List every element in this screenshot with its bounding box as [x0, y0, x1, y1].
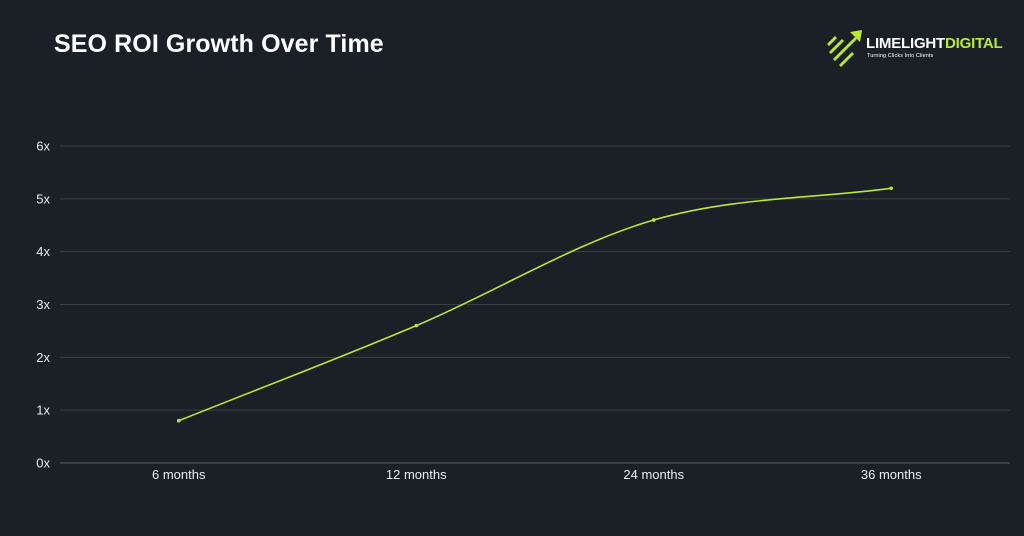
y-tick-label: 6x — [36, 139, 50, 154]
brand-name-part1: LIMELIGHT — [866, 35, 946, 52]
x-tick-label: 6 months — [152, 467, 206, 482]
y-tick-label: 4x — [36, 244, 50, 259]
rocket-arrow-icon — [827, 30, 862, 67]
x-tick-label: 36 months — [861, 467, 922, 482]
chart-title: SEO ROI Growth Over Time — [54, 30, 384, 58]
data-point — [889, 186, 894, 191]
brand-name-part2: DIGITAL — [945, 35, 1003, 52]
x-axis-ticks: 6 months 12 months 24 months 36 months — [152, 467, 922, 482]
y-axis-ticks: 0x 1x 2x 3x 4x 5x 6x — [36, 139, 50, 471]
y-tick-label: 0x — [36, 456, 50, 471]
x-tick-label: 24 months — [623, 467, 684, 482]
grid-lines — [60, 145, 1010, 464]
data-point — [414, 323, 419, 328]
series-group — [176, 186, 894, 423]
brand-name: LIMELIGHTDIGITAL — [866, 35, 1003, 52]
y-tick-label: 5x — [36, 191, 50, 206]
data-point — [651, 218, 656, 222]
y-tick-label: 3x — [36, 297, 50, 312]
series-line — [178, 187, 892, 422]
brand-logo: LIMELIGHTDIGITAL Turning Clicks Into Cli… — [826, 26, 1003, 68]
y-tick-label: 2x — [36, 350, 50, 365]
data-point — [176, 418, 181, 423]
y-tick-label: 1x — [36, 403, 50, 418]
x-tick-label: 12 months — [386, 467, 447, 482]
brand-tagline: Turning Clicks Into Clients — [867, 53, 934, 59]
